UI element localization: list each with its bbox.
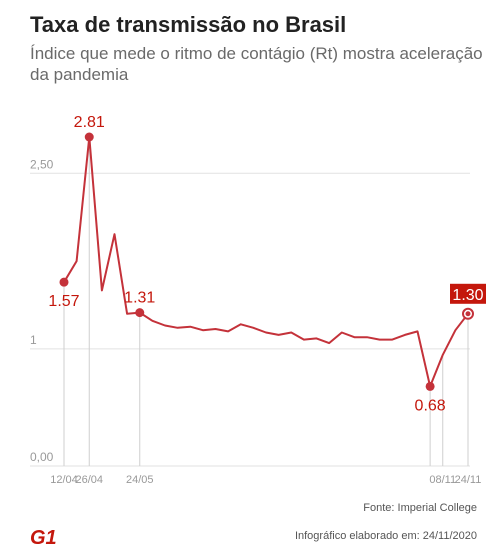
drop-lines	[63, 137, 469, 466]
x-tick-label: 12/04	[50, 474, 78, 486]
data-point-core	[465, 311, 471, 317]
y-tick-label: 2,50	[30, 157, 54, 171]
data-label: 2.81	[74, 114, 105, 131]
page-subtitle: Índice que mede o ritmo de contágio (Rt)…	[30, 44, 483, 84]
y-tick-label: 1	[30, 333, 37, 347]
data-point	[59, 277, 69, 287]
data-point	[135, 308, 145, 318]
x-tick-label: 24/05	[126, 474, 154, 486]
credit-note: Infográfico elaborado em: 24/11/2020	[294, 530, 477, 542]
x-tick-label: 26/04	[75, 474, 103, 486]
grid-layer: 0,00 1 2,50	[30, 157, 470, 467]
g1-logo: G1	[30, 527, 57, 549]
page-title: Taxa de transmissão no Brasil	[30, 12, 347, 37]
data-label: 1.57	[48, 293, 79, 310]
series-layer	[59, 132, 474, 391]
data-label: 1.30	[452, 287, 483, 304]
data-label: 0.68	[415, 397, 446, 414]
x-tick-label: 24/11	[455, 474, 482, 486]
data-point	[425, 381, 435, 391]
highlight-box	[450, 283, 486, 304]
series-line	[63, 136, 469, 388]
data-label: 1.31	[124, 290, 155, 307]
source-note: Fonte: Imperial College	[363, 502, 477, 514]
data-point	[84, 132, 94, 142]
y-tick-label: 0,00	[30, 450, 54, 464]
x-tick-label: 08/11	[429, 474, 456, 486]
